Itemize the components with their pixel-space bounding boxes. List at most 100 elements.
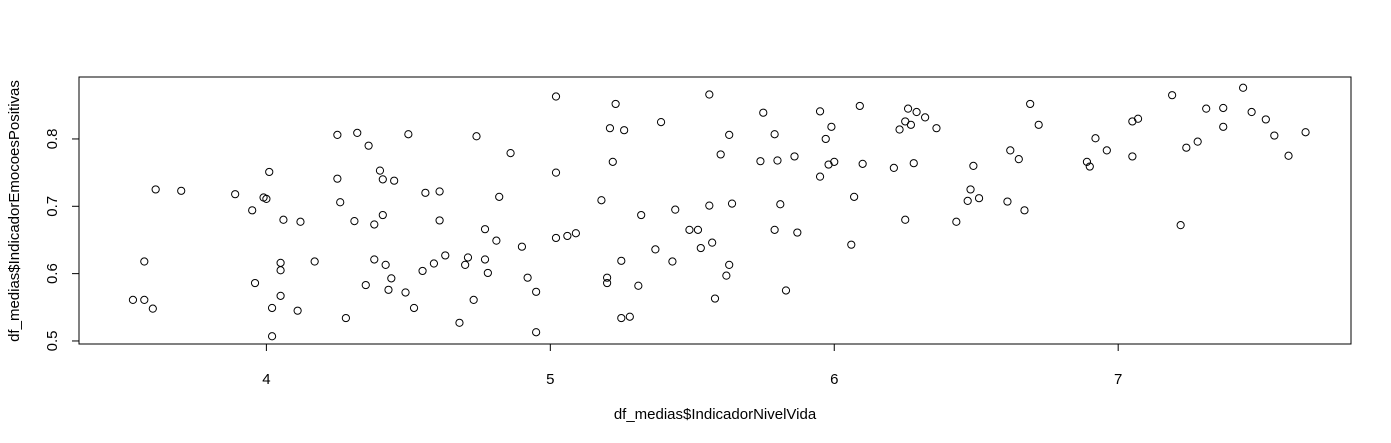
data-point — [969, 161, 978, 170]
data-point — [1247, 107, 1256, 117]
data-point — [532, 328, 541, 337]
data-point — [685, 225, 694, 234]
data-point — [901, 215, 910, 224]
data-point — [921, 113, 930, 122]
data-point — [597, 196, 606, 205]
data-point — [858, 159, 867, 168]
data-point — [696, 243, 705, 253]
data-point — [608, 157, 617, 166]
data-point — [793, 228, 802, 237]
data-point — [1202, 104, 1211, 113]
data-point — [361, 280, 370, 290]
data-point — [296, 217, 305, 226]
data-point — [267, 332, 277, 341]
data-point — [1026, 99, 1035, 109]
data-point — [708, 238, 717, 247]
data-point — [815, 107, 825, 116]
data-point — [716, 150, 725, 159]
data-point — [705, 90, 714, 99]
data-point — [276, 266, 285, 275]
data-point — [1284, 151, 1293, 160]
data-point — [128, 295, 138, 304]
data-point — [1082, 157, 1092, 166]
data-point — [390, 176, 399, 185]
data-point — [404, 130, 413, 139]
data-point — [603, 273, 612, 282]
data-point — [1182, 143, 1191, 152]
y-tick-label: 0.6 — [44, 263, 61, 284]
data-point — [231, 190, 240, 199]
x-tick-label: 4 — [262, 371, 270, 388]
y-tick-label: 0.8 — [44, 129, 61, 150]
data-point — [637, 210, 646, 220]
data-point — [429, 259, 439, 268]
data-point — [603, 278, 612, 288]
data-point — [759, 108, 768, 117]
data-point — [551, 92, 561, 101]
data-point — [781, 286, 791, 295]
data-point — [620, 126, 629, 135]
data-point — [815, 172, 825, 181]
data-point — [895, 125, 904, 134]
x-tick-label: 7 — [1114, 371, 1122, 388]
data-point — [364, 141, 373, 150]
data-point — [1014, 155, 1023, 164]
data-point — [850, 192, 859, 201]
data-point — [472, 132, 481, 141]
data-point — [336, 198, 345, 207]
data-point — [1168, 91, 1177, 100]
data-point — [827, 122, 836, 131]
data-point — [932, 124, 941, 133]
data-point — [725, 260, 734, 269]
data-point — [625, 312, 634, 321]
data-point — [353, 128, 362, 137]
data-point — [855, 101, 864, 111]
data-point — [148, 304, 157, 313]
data-point — [756, 157, 765, 166]
data-point — [668, 257, 677, 266]
data-point — [441, 251, 450, 260]
data-point — [279, 215, 288, 224]
data-point — [773, 156, 782, 165]
data-point — [523, 273, 532, 282]
data-point — [480, 255, 490, 264]
data-point — [492, 236, 501, 245]
data-point — [262, 194, 271, 203]
data-point — [722, 271, 731, 280]
data-point — [1003, 197, 1012, 206]
data-point — [151, 185, 160, 194]
data-point — [276, 258, 285, 267]
data-point — [889, 163, 898, 173]
data-point — [1219, 122, 1228, 131]
data-point — [495, 192, 504, 201]
data-point — [963, 196, 972, 206]
data-point — [563, 231, 572, 241]
data-point — [276, 291, 285, 300]
data-point — [770, 130, 779, 139]
data-point — [370, 220, 379, 229]
data-point — [790, 152, 799, 161]
data-point — [693, 225, 703, 234]
data-point — [532, 287, 541, 296]
data-point — [903, 104, 913, 113]
y-axis: 0.5 0.6 0.7 0.8 — [44, 129, 80, 351]
data-point — [333, 130, 342, 140]
data-point — [401, 288, 410, 297]
data-point — [387, 274, 396, 283]
data-point — [293, 306, 302, 315]
y-axis-label: df_medias$IndicadorEmocoesPositivas — [6, 80, 23, 342]
data-point — [435, 216, 444, 225]
data-point — [710, 294, 720, 303]
data-point — [651, 245, 660, 254]
data-point — [847, 240, 856, 249]
data-point — [333, 174, 342, 183]
data-point — [483, 268, 492, 278]
data-point — [1102, 146, 1111, 155]
data-point — [1133, 114, 1143, 123]
data-point — [375, 166, 385, 175]
x-tick-label: 5 — [546, 371, 554, 388]
data-point — [906, 120, 916, 129]
x-tick-label: 6 — [830, 371, 838, 388]
data-point — [248, 206, 257, 215]
